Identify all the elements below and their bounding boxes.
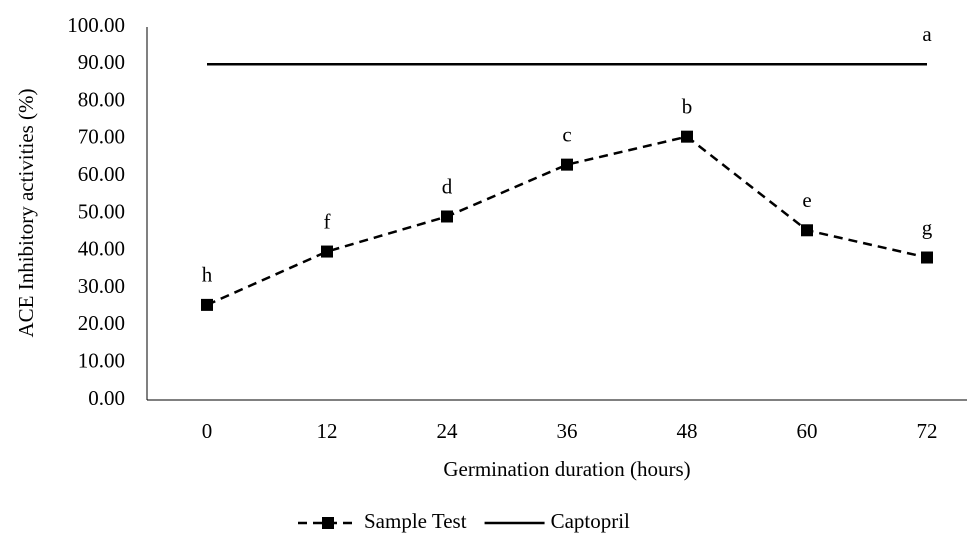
- x-tick-label: 36: [557, 419, 578, 443]
- point-label: e: [802, 188, 811, 212]
- x-tick-label: 0: [202, 419, 213, 443]
- legend-label: Sample Test: [364, 509, 467, 533]
- y-tick-label: 30.00: [78, 274, 125, 298]
- y-tick-label: 50.00: [78, 199, 125, 223]
- point-label: a: [922, 22, 932, 46]
- y-tick-label: 0.00: [88, 386, 125, 410]
- point-label: d: [442, 174, 453, 198]
- y-tick-label: 80.00: [78, 87, 125, 111]
- legend-label: Captopril: [551, 509, 630, 533]
- point-label: h: [202, 263, 213, 287]
- y-tick-label: 40.00: [78, 237, 125, 261]
- point-marker: [321, 245, 333, 258]
- y-tick-label: 10.00: [78, 349, 125, 373]
- x-tick-label: 60: [797, 419, 818, 443]
- y-tick-label: 90.00: [78, 50, 125, 74]
- point-marker: [561, 158, 573, 171]
- x-tick-label: 72: [917, 419, 938, 443]
- point-marker: [681, 130, 693, 143]
- y-tick-label: 100.00: [67, 13, 125, 37]
- point-marker: [921, 251, 933, 264]
- point-marker: [801, 224, 813, 237]
- legend-marker: [322, 517, 334, 529]
- y-tick-label: 60.00: [78, 162, 125, 186]
- point-label: f: [324, 209, 331, 233]
- point-label: b: [682, 94, 693, 118]
- point-marker: [441, 210, 453, 223]
- x-tick-label: 48: [677, 419, 698, 443]
- y-axis-title: ACE Inhibitory activities (%): [14, 88, 38, 337]
- point-label: g: [922, 215, 933, 239]
- y-tick-label: 20.00: [78, 311, 125, 335]
- point-marker: [201, 298, 213, 311]
- x-axis-title: Germination duration (hours): [443, 457, 690, 481]
- y-tick-label: 70.00: [78, 125, 125, 149]
- point-label: c: [562, 122, 571, 146]
- x-tick-label: 12: [317, 419, 338, 443]
- x-tick-label: 24: [437, 419, 459, 443]
